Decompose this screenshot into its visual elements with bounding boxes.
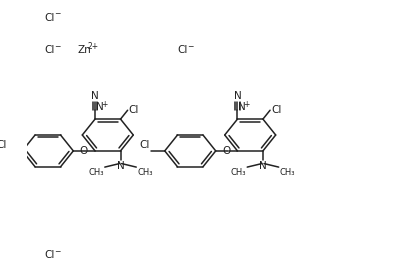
Text: +: + [243,100,249,109]
Text: N: N [95,102,103,112]
Text: Cl: Cl [139,140,149,150]
Text: CH₃: CH₃ [88,168,103,177]
Text: N: N [116,161,124,171]
Text: O: O [221,146,230,156]
Text: Zn: Zn [78,45,91,55]
Text: Cl: Cl [177,45,187,55]
Text: Cl: Cl [44,45,54,55]
Text: Cl: Cl [0,140,7,150]
Text: +: + [101,100,107,109]
Text: 2+: 2+ [87,42,98,51]
Text: −: − [186,42,193,51]
Text: −: − [54,247,60,256]
Text: N: N [91,91,99,101]
Text: N: N [238,102,245,112]
Text: Cl: Cl [271,105,281,115]
Text: Cl: Cl [44,250,54,260]
Text: N: N [258,161,266,171]
Text: N: N [233,91,241,101]
Text: Cl: Cl [128,105,139,115]
Text: −: − [54,9,60,18]
Text: CH₃: CH₃ [230,168,245,177]
Text: Cl: Cl [44,12,54,23]
Text: CH₃: CH₃ [137,168,152,177]
Text: CH₃: CH₃ [279,168,295,177]
Text: O: O [79,146,88,156]
Text: −: − [54,42,60,51]
